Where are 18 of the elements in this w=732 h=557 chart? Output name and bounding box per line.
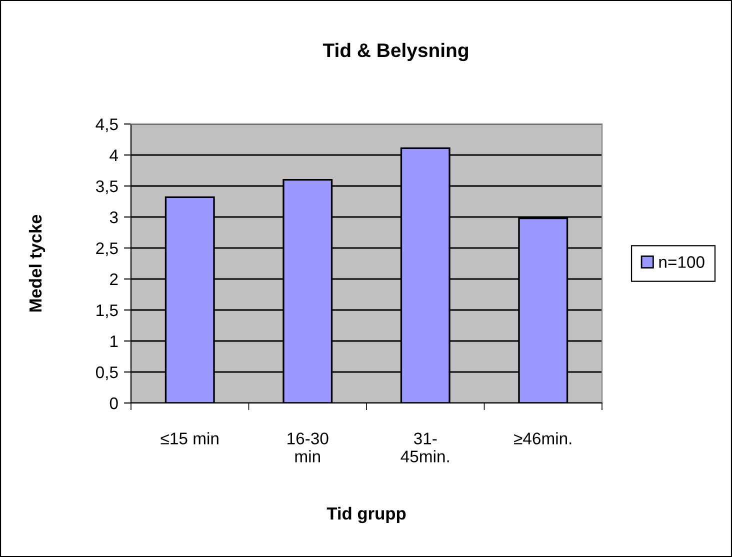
x-tick-label: ≤15 min	[160, 432, 218, 444]
y-tick-label: 1,5	[96, 304, 118, 318]
y-tick-label: 4,5	[96, 118, 118, 132]
y-tick-label: 0	[110, 397, 118, 410]
legend-label: n=100	[659, 256, 704, 268]
y-tick-label: 2,5	[96, 242, 118, 256]
y-tick-label: 3	[110, 211, 118, 224]
y-tick-label: 0,5	[96, 366, 118, 380]
y-tick-label: 1	[110, 336, 118, 348]
y-tick-label: 2	[110, 273, 118, 286]
y-tick-label: 4	[110, 150, 118, 162]
x-tick-label: 31- 45min.	[400, 432, 449, 462]
y-tick-label: 3,5	[96, 180, 118, 194]
x-axis-title: Tid grupp	[326, 506, 406, 524]
chart-title: Tid & Belysning	[322, 42, 468, 62]
x-tick-label: ≥46min.	[514, 432, 572, 444]
y-axis-title: Medel tycke	[28, 214, 46, 312]
x-tick-label: 16-30 min	[288, 432, 328, 462]
